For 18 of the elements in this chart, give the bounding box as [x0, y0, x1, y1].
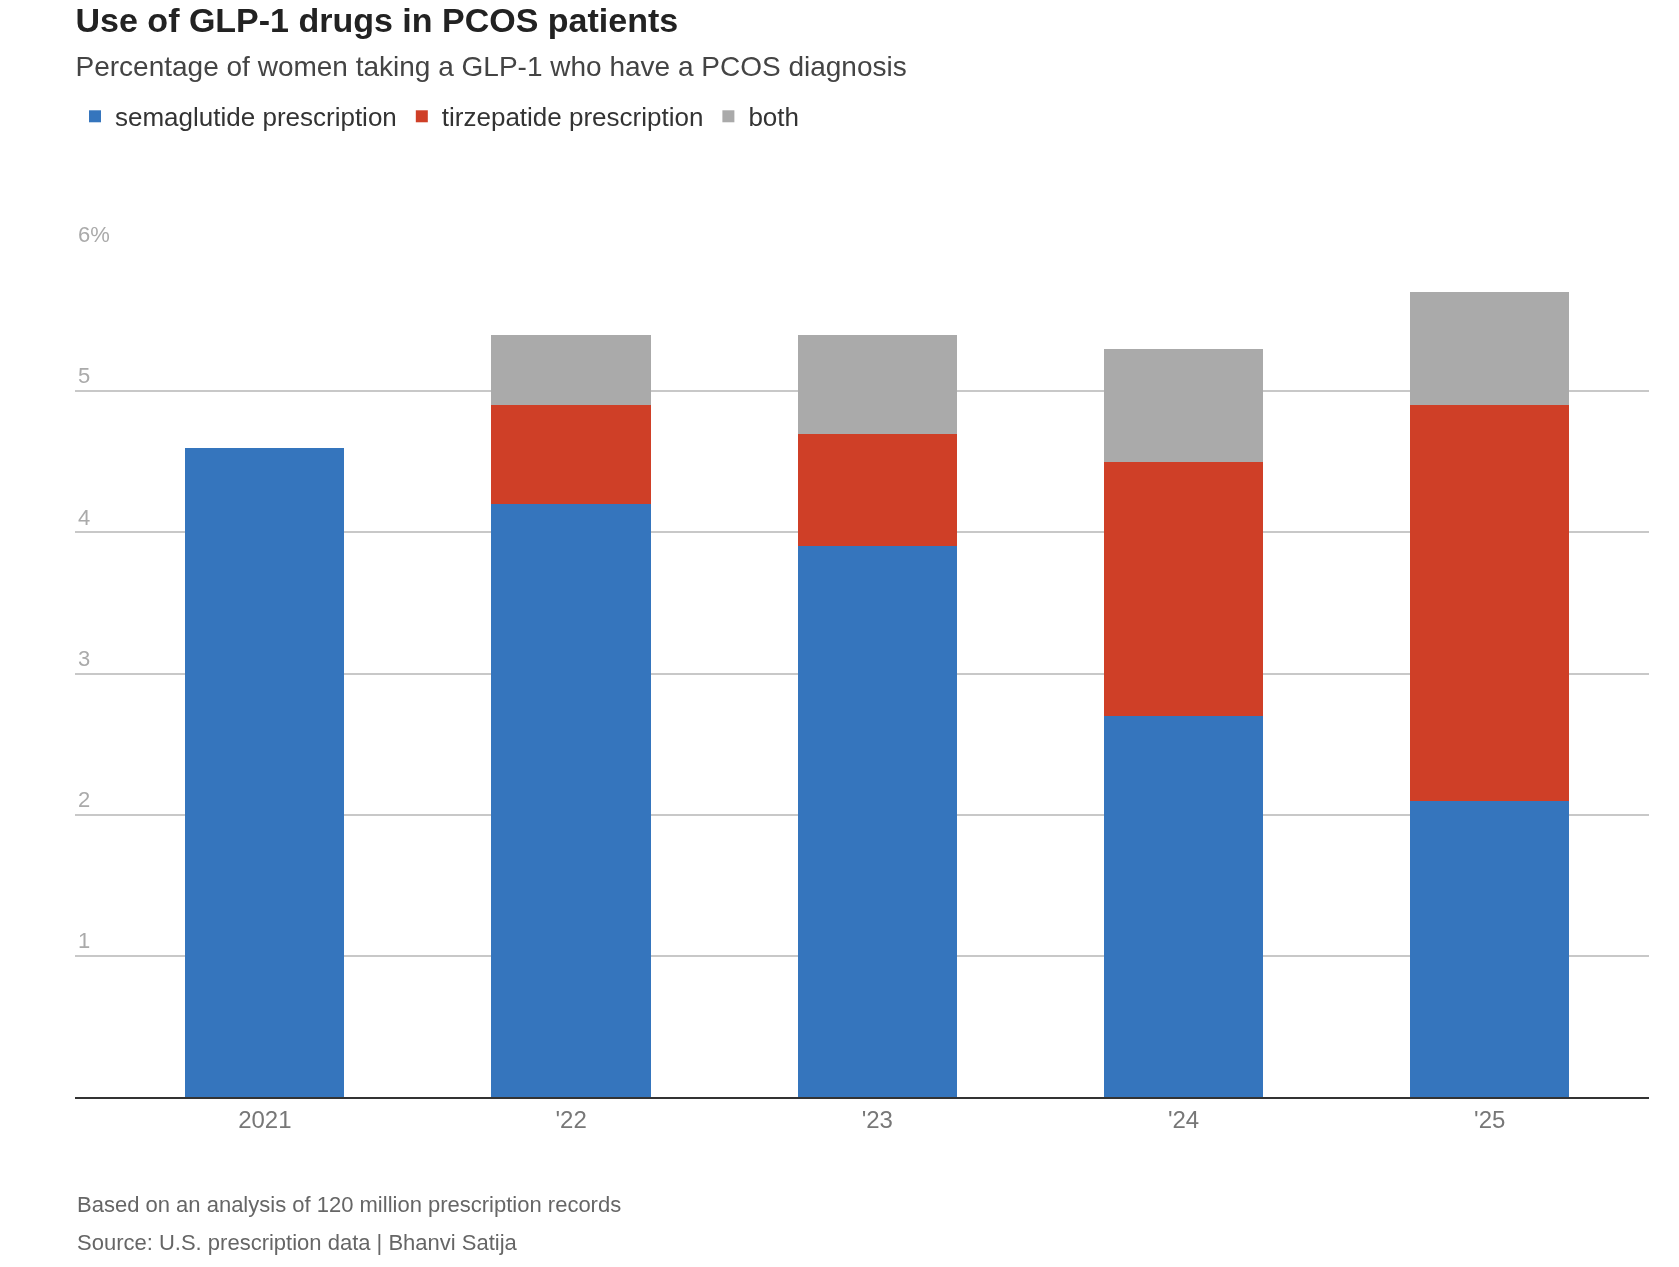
legend-label: both [748, 102, 799, 133]
y-tick-label: 2 [78, 786, 91, 812]
chart-subtitle: Percentage of women taking a GLP-1 who have a PCOS diagnosis [75, 50, 907, 82]
x-tick-label: '23 [861, 1105, 893, 1133]
y-tick-label: 3 [78, 645, 91, 671]
x-tick-label: '24 [1167, 1105, 1200, 1133]
source-note: Source: U.S. prescription data | Bhanvi Satija [77, 1230, 518, 1255]
text: Based on an analysis of 120 million prescription records [77, 1192, 622, 1217]
y-tick-label: 5 [78, 363, 91, 389]
x-tick-label: 2021 [238, 1105, 292, 1133]
y-tick-label: 4 [78, 504, 91, 530]
chart-title: Use of GLP-1 drugs in PCOS patients [75, 0, 679, 39]
x-tick-label: '22 [555, 1105, 587, 1133]
y-tick-label: 1 [78, 928, 91, 954]
legend-label: semaglutide prescription [115, 102, 397, 133]
x-tick-label: '25 [1474, 1105, 1506, 1133]
y-tick-label: 6% [78, 222, 110, 248]
legend-label: tirzepatide prescription [441, 102, 704, 133]
